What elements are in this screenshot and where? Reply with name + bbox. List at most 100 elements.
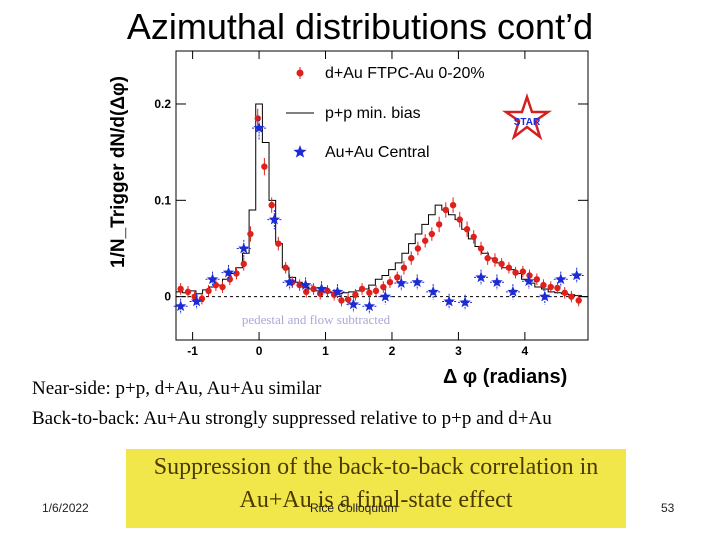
auau-point xyxy=(395,277,407,289)
dau-point xyxy=(226,276,234,283)
dau-point xyxy=(491,256,499,264)
dau-point xyxy=(324,287,331,295)
auau-point xyxy=(379,290,392,302)
auau-point xyxy=(299,279,312,290)
auau-point xyxy=(268,213,281,225)
dau-point xyxy=(240,260,247,268)
dau-point xyxy=(442,206,449,214)
dau-point xyxy=(386,279,394,286)
dau-point xyxy=(547,283,554,291)
dau-point xyxy=(303,288,310,296)
footer-date: 1/6/2022 xyxy=(42,501,89,515)
x-axis-label: Δ φ (radians) xyxy=(443,366,568,388)
dau-point xyxy=(247,230,254,238)
y-tick-label: 0.2 xyxy=(154,97,171,111)
dau-point xyxy=(554,284,561,292)
x-tick-label: -1 xyxy=(187,344,198,358)
x-tick-label: 0 xyxy=(256,344,263,358)
auau-point xyxy=(507,285,519,297)
dau-point xyxy=(414,245,422,252)
auau-point xyxy=(315,282,328,294)
dau-point xyxy=(477,245,485,252)
x-tick-label: 1 xyxy=(322,344,329,358)
auau-point xyxy=(475,271,487,283)
auau-point xyxy=(523,275,535,287)
dau-point xyxy=(212,281,220,289)
auau-point xyxy=(411,276,423,288)
dau-point xyxy=(400,264,408,271)
dau-point xyxy=(470,233,477,241)
dau-point xyxy=(568,293,575,300)
page-number: 53 xyxy=(661,501,675,515)
auau-point xyxy=(238,242,250,254)
footer-center: Rice Colloquium xyxy=(310,501,398,515)
dau-point xyxy=(540,281,547,289)
auau-point xyxy=(253,122,265,133)
dau-point xyxy=(352,291,359,298)
auau-point xyxy=(427,285,439,297)
dau-point xyxy=(408,254,415,262)
dau-point xyxy=(449,201,457,209)
auau-point xyxy=(539,290,551,302)
x-tick-label: 2 xyxy=(389,344,396,358)
dau-point xyxy=(575,297,582,304)
star-logo-text: STAR xyxy=(514,117,541,128)
auau-point xyxy=(555,273,567,285)
auau-point xyxy=(174,300,187,312)
dau-point xyxy=(526,272,533,279)
legend-auau-marker xyxy=(293,145,307,158)
dau-point xyxy=(463,226,471,233)
auau-point xyxy=(363,300,376,312)
star-logo-icon: STAR xyxy=(501,93,553,141)
auau-point xyxy=(570,269,583,281)
dau-point xyxy=(310,285,317,293)
dau-point xyxy=(219,283,226,291)
dau-point xyxy=(512,269,519,276)
slide-title: Azimuthal distributions cont’d xyxy=(126,6,594,47)
y-tick-label: 0 xyxy=(164,290,171,304)
dau-point xyxy=(498,260,505,268)
dau-point xyxy=(275,240,282,247)
legend-label: d+Au FTPC-Au 0-20% xyxy=(325,65,485,82)
dau-point xyxy=(205,287,212,295)
dau-point xyxy=(561,289,568,296)
dau-point xyxy=(484,254,491,262)
dau-point xyxy=(394,274,401,281)
auau-point xyxy=(206,273,219,285)
x-tick-label: 3 xyxy=(455,344,462,358)
dau-point xyxy=(456,216,463,223)
y-tick-label: 0.1 xyxy=(154,193,171,207)
y-axis-label: 1/N_Trigger dN/d(Δφ) xyxy=(108,76,129,268)
pedestal-note: pedestal and flow subtracted xyxy=(242,312,391,327)
dau-point xyxy=(505,264,513,271)
dau-point xyxy=(358,285,366,293)
auau-point xyxy=(459,296,471,308)
auau-point xyxy=(491,276,503,288)
dau-point xyxy=(380,283,387,291)
dau-point xyxy=(344,296,352,303)
dau-point xyxy=(421,237,429,244)
dau-point xyxy=(282,264,289,271)
dau-point xyxy=(338,297,345,304)
dau-point xyxy=(184,288,192,296)
auau-point xyxy=(283,276,296,288)
text-line-back-to-back: Back-to-back: Au+Au strongly suppressed … xyxy=(32,408,552,429)
dau-point xyxy=(519,268,527,275)
dau-point xyxy=(177,285,184,293)
auau-point xyxy=(443,295,455,307)
text-line-near-side: Near-side: p+p, d+Au, Au+Au similar xyxy=(32,378,322,399)
callout-box xyxy=(126,449,626,528)
dau-point xyxy=(261,163,268,170)
dau-point xyxy=(254,115,261,122)
legend-label: p+p min. bias xyxy=(325,105,421,122)
x-tick-label: 4 xyxy=(522,344,529,358)
auau-point xyxy=(222,266,235,278)
dau-point xyxy=(233,270,240,277)
dau-point xyxy=(435,221,443,228)
auau-point xyxy=(347,298,360,310)
auau-point xyxy=(331,285,344,297)
dau-point xyxy=(366,289,373,296)
dau-point xyxy=(372,287,380,295)
legend-label: Au+Au Central xyxy=(325,144,430,161)
